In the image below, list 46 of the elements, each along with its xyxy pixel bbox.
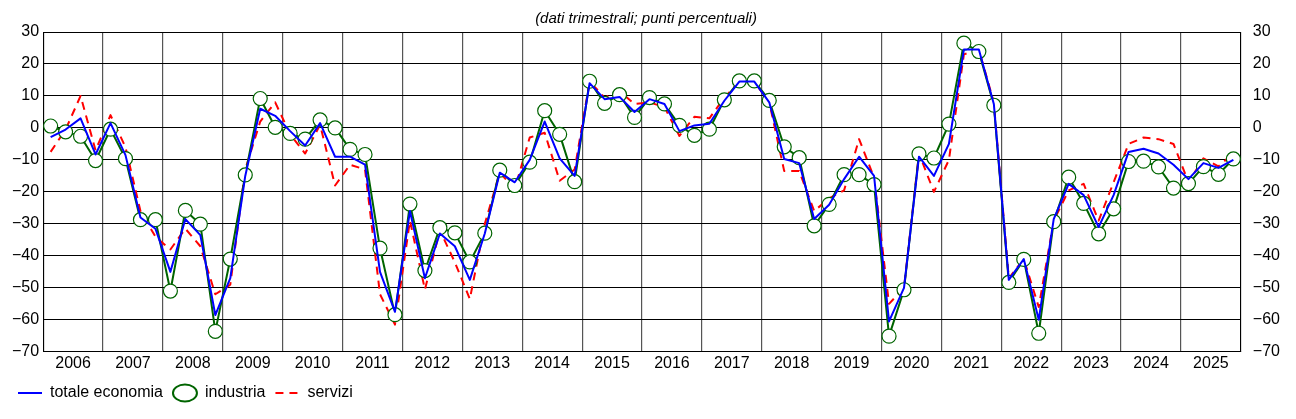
x-tick-label: 2015 [594,353,630,371]
y-tick-label: −30 [12,214,40,232]
x-tick-label: 2018 [773,353,810,371]
y2-tick-label: −50 [1252,278,1281,296]
y2-tick-label: −60 [1252,310,1281,328]
y2-tick-label: −70 [1252,342,1281,360]
y-tick-label: −10 [12,150,40,168]
x-tick-label: 2023 [1073,353,1110,371]
x-tick-label: 2010 [294,353,331,371]
x-tick-label: 2024 [1133,353,1169,371]
y2-tick-label: −20 [1252,182,1281,200]
y-tick-label: 30 [21,22,40,40]
x-tick-label: 2016 [654,353,690,371]
y2-tick-label: 0 [1252,118,1262,136]
y2-tick-label: 10 [1252,86,1271,104]
x-tick-label: 2011 [355,353,390,371]
y2-tick-label: 20 [1252,54,1271,72]
y-tick-label: −70 [12,342,40,360]
y-tick-label: 20 [21,54,40,72]
chart-subtitle: (dati trimestrali; punti percentuali) [535,9,757,27]
legend-label: totale economia [50,383,164,401]
y-tick-label: −60 [12,310,40,328]
x-tick-label: 2006 [55,353,91,371]
y2-tick-label: −40 [1252,246,1281,264]
y-tick-label: −50 [12,278,40,296]
x-tick-label: 2012 [414,353,451,371]
y-tick-label: −20 [12,182,40,200]
y-tick-label: 0 [30,118,40,136]
x-tick-label: 2014 [534,353,571,371]
x-tick-label: 2008 [175,353,211,371]
x-tick-label: 2019 [833,353,870,371]
legend-label: industria [204,383,266,401]
x-tick-label: 2022 [1013,353,1050,371]
x-tick-label: 2020 [893,353,930,371]
x-tick-label: 2007 [115,353,151,371]
y-tick-label: 10 [21,86,40,104]
x-tick-label: 2021 [953,353,990,371]
legend-label: servizi [307,383,353,401]
y2-tick-label: 30 [1252,22,1271,40]
x-tick-label: 2025 [1193,353,1229,371]
y2-tick-label: −30 [1252,214,1281,232]
x-tick-label: 2009 [234,353,271,371]
x-tick-label: 2017 [714,353,750,371]
y2-tick-label: −10 [1252,150,1281,168]
y-tick-label: −40 [12,246,40,264]
x-tick-label: 2013 [474,353,511,371]
